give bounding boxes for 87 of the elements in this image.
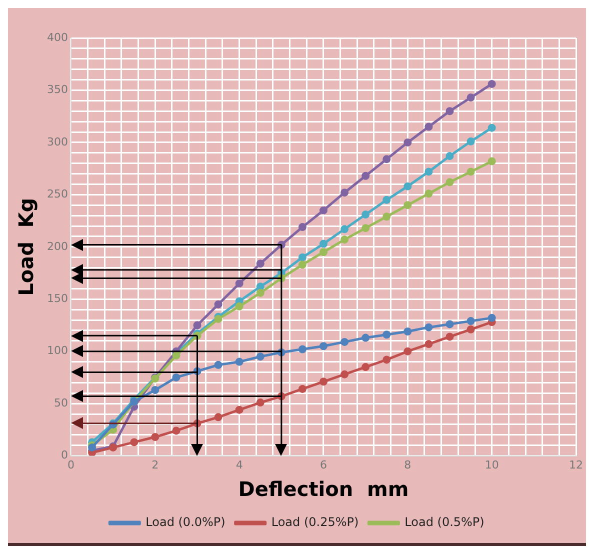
- point: [235, 302, 244, 310]
- point: [172, 373, 180, 382]
- point: [488, 124, 496, 132]
- point: [466, 317, 475, 326]
- point: [362, 210, 370, 219]
- point: [424, 190, 433, 198]
- y-tick-label: 50: [54, 396, 68, 410]
- point: [404, 201, 412, 210]
- point: [424, 168, 433, 176]
- point: [382, 196, 391, 204]
- x-axis-title: Deflection mm: [238, 477, 409, 502]
- point: [424, 122, 433, 131]
- point: [424, 340, 433, 348]
- x-tick-label: 4: [236, 458, 243, 472]
- point: [298, 223, 306, 232]
- point: [320, 206, 328, 214]
- point: [382, 212, 391, 221]
- point: [446, 152, 454, 160]
- legend-label: Load (0.25%P): [271, 515, 359, 530]
- point: [340, 236, 349, 244]
- point: [466, 325, 475, 334]
- point: [320, 342, 328, 350]
- point: [404, 328, 412, 336]
- point: [488, 314, 496, 322]
- point: [404, 347, 412, 356]
- x-tick-label: 8: [404, 458, 412, 472]
- point: [404, 138, 412, 146]
- x-tick-label: 2: [152, 458, 159, 472]
- point: [340, 370, 349, 378]
- point: [362, 172, 370, 180]
- point: [382, 155, 391, 164]
- point: [130, 438, 138, 446]
- point: [424, 323, 433, 332]
- point: [466, 168, 475, 176]
- point: [172, 352, 180, 360]
- point: [256, 398, 264, 407]
- point: [320, 240, 328, 248]
- point: [235, 358, 244, 366]
- x-tick-label: 12: [569, 458, 583, 472]
- point: [256, 288, 264, 297]
- point: [488, 157, 496, 166]
- y-tick-label: 100: [46, 344, 68, 358]
- y-tick-label: 400: [46, 30, 68, 44]
- point: [214, 300, 222, 308]
- point: [298, 384, 306, 393]
- point: [298, 345, 306, 354]
- y-tick-label: 300: [46, 135, 68, 148]
- y-tick-label: 350: [46, 83, 68, 96]
- point: [298, 253, 306, 262]
- point: [362, 363, 370, 372]
- point: [298, 260, 306, 269]
- y-tick-label: 250: [46, 188, 68, 201]
- point: [340, 338, 349, 346]
- point: [382, 356, 391, 364]
- point: [404, 182, 412, 190]
- point: [320, 248, 328, 256]
- point: [256, 352, 264, 361]
- point: [193, 321, 202, 330]
- point: [320, 378, 328, 386]
- point: [235, 406, 244, 414]
- point: [362, 334, 370, 342]
- x-tick-label: 10: [484, 458, 499, 472]
- point: [235, 279, 244, 288]
- point: [466, 94, 475, 102]
- point: [446, 320, 454, 328]
- point: [214, 413, 222, 422]
- point: [362, 224, 370, 232]
- point: [340, 188, 349, 197]
- x-tick-label: 6: [320, 458, 327, 472]
- point: [151, 386, 160, 394]
- legend-label: Load (0.0%P): [146, 515, 226, 530]
- point: [446, 107, 454, 116]
- point: [172, 426, 180, 435]
- legend-label: Load (0.5%P): [404, 515, 484, 530]
- point: [446, 332, 454, 341]
- point: [340, 225, 349, 234]
- point: [256, 260, 264, 268]
- y-tick-label: 0: [60, 448, 68, 462]
- point: [446, 178, 454, 186]
- point: [382, 330, 391, 339]
- y-tick-label: 200: [46, 240, 68, 253]
- y-tick-label: 150: [46, 292, 68, 305]
- point: [488, 80, 496, 88]
- point: [151, 433, 160, 441]
- point: [214, 360, 222, 369]
- point: [466, 137, 475, 146]
- y-axis-title: Load Kg: [14, 198, 38, 296]
